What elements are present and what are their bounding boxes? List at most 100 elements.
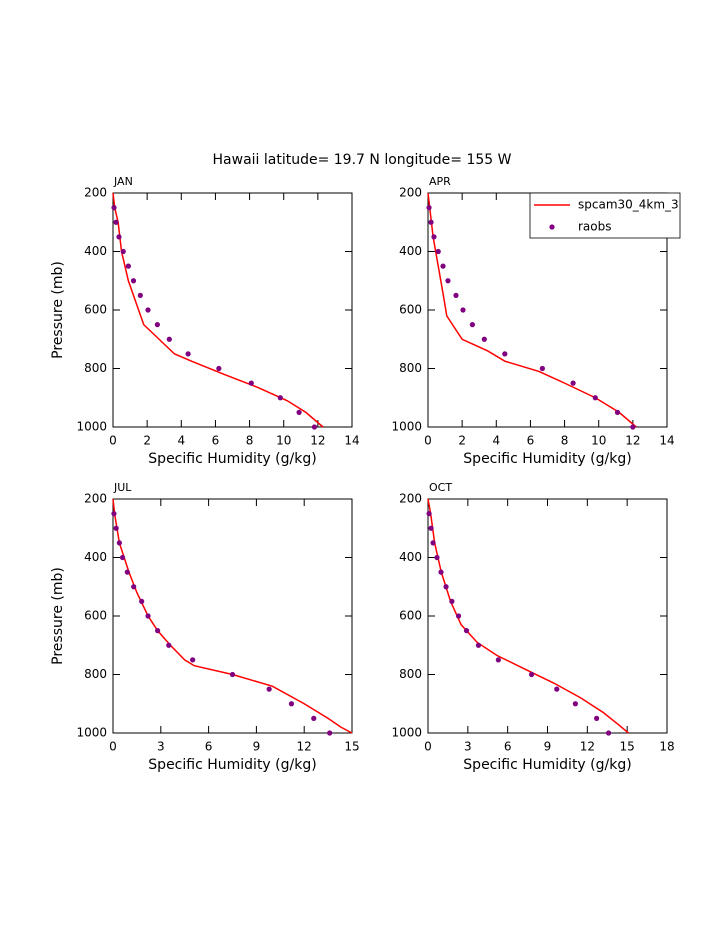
x-tick-label: 9	[544, 740, 552, 754]
raob-point	[570, 380, 576, 386]
y-tick-label: 400	[84, 244, 107, 258]
raob-point	[166, 642, 172, 648]
raob-point	[434, 554, 440, 561]
raob-point	[116, 234, 122, 240]
raob-point	[113, 219, 119, 225]
panel-title: APR	[429, 175, 451, 188]
x-axis-label: Specific Humidity (g/kg)	[148, 451, 316, 467]
plot-frame	[427, 498, 668, 734]
raob-point	[572, 701, 578, 707]
profile-line	[112, 192, 324, 428]
raob-point	[431, 234, 437, 240]
raob-point	[460, 307, 466, 313]
raob-point	[125, 263, 131, 269]
raob-point	[113, 525, 119, 531]
y-axis-label: Pressure (mb)	[50, 261, 66, 359]
raob-point	[116, 540, 122, 546]
figure-title: Hawaii latitude= 19.7 N longitude= 155 W	[213, 152, 512, 168]
raob-point	[216, 365, 222, 372]
raob-point	[594, 715, 600, 721]
raob-point	[438, 569, 444, 575]
raob-point	[539, 365, 545, 372]
raob-point	[592, 395, 598, 401]
raob-point	[119, 554, 126, 561]
x-axis-label: Specific Humidity (g/kg)	[148, 757, 316, 773]
panel-title: OCT	[429, 481, 452, 494]
raob-point	[266, 686, 272, 692]
y-tick-label: 200	[84, 492, 107, 506]
raob-point	[502, 351, 508, 357]
legend-box	[529, 192, 681, 239]
y-axis-label: Pressure (mb)	[50, 567, 66, 665]
x-tick-label: 14	[344, 434, 359, 448]
x-tick-label: 6	[212, 434, 220, 448]
raob-point	[229, 671, 236, 678]
raob-point	[469, 322, 475, 328]
raob-point	[614, 409, 621, 415]
profile-line	[427, 498, 629, 734]
y-tick-label: 800	[84, 361, 107, 375]
x-tick-label: 8	[561, 434, 569, 448]
y-tick-label: 600	[84, 303, 107, 317]
raob-point	[130, 278, 137, 284]
raob-point	[495, 657, 501, 663]
raob-point	[463, 628, 470, 634]
raob-point	[166, 336, 172, 342]
x-axis-label: Specific Humidity (g/kg)	[463, 757, 631, 773]
y-tick-label: 200	[399, 186, 422, 200]
legend-dot	[549, 224, 555, 230]
raob-point	[430, 540, 436, 546]
raob-point	[155, 628, 161, 634]
legend-label: spcam30_4km_3	[578, 198, 679, 212]
panel-title: JAN	[113, 175, 133, 188]
y-tick-label: 1000	[391, 420, 422, 434]
raob-point	[137, 292, 143, 298]
x-tick-label: 6	[205, 740, 213, 754]
raob-point	[277, 395, 283, 401]
profile-line	[427, 192, 637, 428]
y-tick-label: 800	[399, 667, 422, 681]
raob-point	[311, 424, 318, 430]
raob-point	[435, 248, 441, 255]
raob-point	[455, 613, 462, 619]
raob-point	[445, 278, 451, 284]
raob-point	[426, 511, 432, 517]
raob-point	[111, 205, 117, 211]
y-tick-label: 200	[84, 186, 107, 200]
x-tick-label: 2	[458, 434, 466, 448]
raob-point	[190, 657, 196, 663]
raob-point	[288, 701, 295, 707]
x-tick-label: 6	[504, 740, 512, 754]
raob-point	[311, 715, 317, 721]
y-tick-label: 400	[399, 244, 422, 258]
y-tick-label: 1000	[391, 726, 422, 740]
raob-point	[443, 584, 449, 590]
raob-point	[154, 322, 160, 328]
x-tick-label: 0	[109, 434, 117, 448]
y-tick-label: 600	[399, 609, 422, 623]
raob-point	[248, 380, 254, 386]
raob-point	[185, 351, 191, 357]
raob-point	[131, 584, 137, 590]
x-tick-label: 0	[109, 740, 117, 754]
x-tick-label: 18	[659, 740, 674, 754]
x-tick-label: 4	[492, 434, 500, 448]
y-tick-label: 800	[399, 361, 422, 375]
raob-point	[111, 511, 117, 517]
raob-point	[428, 525, 434, 531]
y-tick-label: 200	[399, 492, 422, 506]
raob-point	[124, 569, 130, 575]
x-tick-label: 4	[177, 434, 185, 448]
raob-point	[554, 686, 560, 692]
x-tick-label: 3	[157, 740, 165, 754]
y-tick-label: 600	[84, 609, 107, 623]
x-tick-label: 9	[253, 740, 261, 754]
x-tick-label: 10	[591, 434, 606, 448]
x-tick-label: 3	[464, 740, 472, 754]
raob-point	[440, 263, 446, 269]
x-tick-label: 12	[625, 434, 640, 448]
x-tick-label: 14	[659, 434, 674, 448]
x-tick-label: 0	[424, 434, 432, 448]
raob-point	[139, 598, 145, 604]
